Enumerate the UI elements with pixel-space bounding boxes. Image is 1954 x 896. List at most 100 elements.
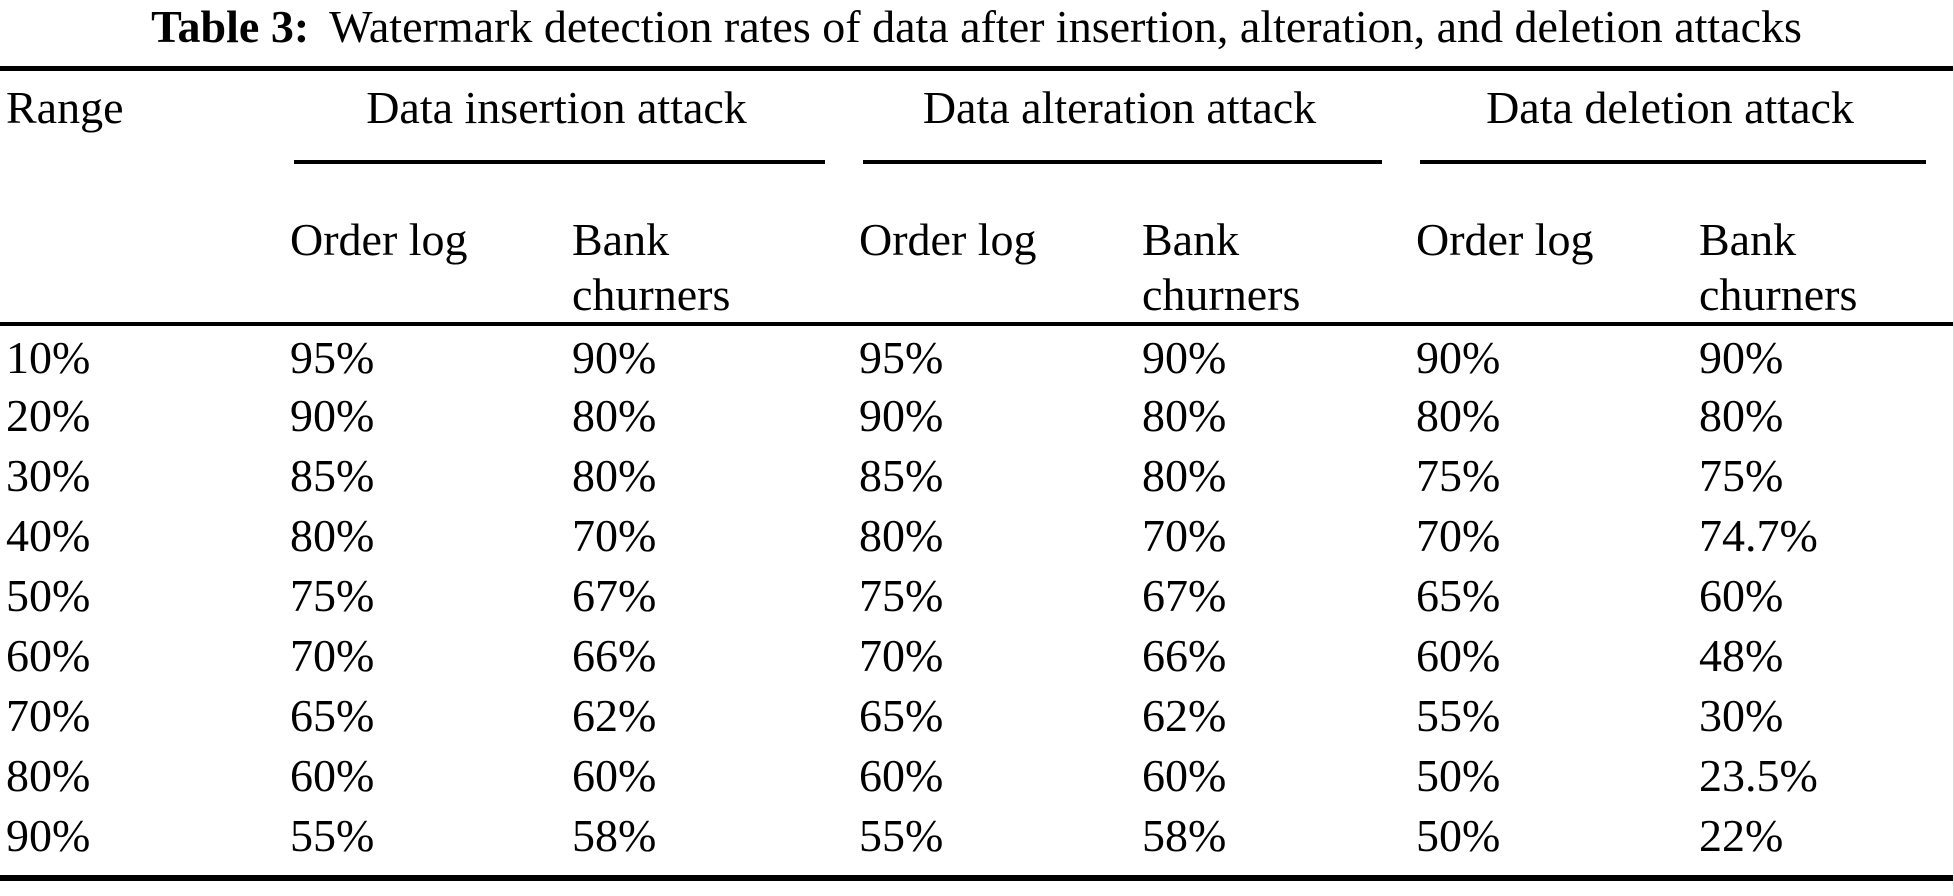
value-cell: 62% [572,689,657,741]
value-cell: 55% [1416,689,1501,741]
value-cell: 75% [1416,449,1501,501]
value-cell: 80% [1416,389,1501,441]
value-cell: 85% [290,449,375,501]
value-cell: 60% [1699,569,1784,621]
value-cell: 74.7% [1699,509,1818,561]
value-cell: 62% [1142,689,1227,741]
value-cell: 23.5% [1699,749,1818,801]
value-cell: 22% [1699,809,1784,861]
value-cell: 90% [859,389,944,441]
group-header-row: Range Data insertion attack Data alterat… [0,69,1953,164]
value-cell: 90% [1142,331,1227,383]
value-cell: 55% [290,809,375,861]
sub-header-alteration-order-log: Order log [859,213,1037,265]
value-cell: 65% [1416,569,1501,621]
sub-header-row: Order log Bank churners Order log Bank c… [0,164,1953,324]
value-cell: 58% [1142,809,1227,861]
range-cell: 20% [6,389,91,441]
table-caption: Table 3: Watermark detection rates of dat… [0,0,1953,66]
group-underline [294,159,825,164]
group-header-alteration-label: Data alteration attack [922,82,1317,133]
value-cell: 80% [1699,389,1784,441]
group-header-alteration: Data alteration attack [853,69,1410,164]
range-cell: 50% [6,569,91,621]
value-cell: 80% [859,509,944,561]
range-cell: 80% [6,749,91,801]
group-header-deletion: Data deletion attack [1410,69,1953,164]
value-cell: 80% [572,449,657,501]
table-row: 90% 55% 58% 55% 58% 50% 22% [0,804,1953,878]
value-cell: 55% [859,809,944,861]
table-row: 80% 60% 60% 60% 60% 50% 23.5% [0,744,1953,804]
value-cell: 70% [572,509,657,561]
sub-header-insertion-order-log: Order log [290,213,468,265]
group-underline [863,159,1382,164]
table-row: 60% 70% 66% 70% 66% 60% 48% [0,624,1953,684]
group-underline [1420,159,1926,164]
value-cell: 90% [290,389,375,441]
range-cell: 70% [6,689,91,741]
value-cell: 67% [572,569,657,621]
table-row: 40% 80% 70% 80% 70% 70% 74.7% [0,504,1953,564]
sub-header-label: Bank churners [572,213,731,320]
value-cell: 85% [859,449,944,501]
value-cell: 60% [572,749,657,801]
value-cell: 60% [1142,749,1227,801]
value-cell: 70% [290,629,375,681]
value-cell: 65% [290,689,375,741]
value-cell: 60% [290,749,375,801]
range-column-header: Range [6,82,124,133]
range-cell: 90% [6,809,91,861]
range-cell: 40% [6,509,91,561]
value-cell: 95% [859,331,944,383]
value-cell: 50% [1416,809,1501,861]
sub-header-deletion-bank-churners: Bank churners [1693,164,1953,324]
value-cell: 67% [1142,569,1227,621]
value-cell: 70% [1142,509,1227,561]
value-cell: 66% [572,629,657,681]
sub-header-label: Bank churners [1699,213,1858,320]
group-header-insertion: Data insertion attack [284,69,853,164]
value-cell: 65% [859,689,944,741]
value-cell: 90% [1699,331,1784,383]
value-cell: 58% [572,809,657,861]
value-cell: 75% [1699,449,1784,501]
value-cell: 50% [1416,749,1501,801]
value-cell: 70% [1416,509,1501,561]
value-cell: 75% [859,569,944,621]
value-cell: 30% [1699,689,1784,741]
value-cell: 80% [1142,389,1227,441]
value-cell: 80% [1142,449,1227,501]
watermark-detection-table: Range Data insertion attack Data alterat… [0,66,1953,881]
value-cell: 48% [1699,629,1784,681]
sub-header-deletion-order-log: Order log [1416,213,1594,265]
table-row: 30% 85% 80% 85% 80% 75% 75% [0,444,1953,504]
value-cell: 66% [1142,629,1227,681]
table-row: 20% 90% 80% 90% 80% 80% 80% [0,384,1953,444]
value-cell: 75% [290,569,375,621]
table-caption-label: Table 3: [151,1,310,52]
range-cell: 60% [6,629,91,681]
group-header-deletion-label: Data deletion attack [1486,82,1854,133]
sub-header-label: Bank churners [1142,213,1301,320]
value-cell: 90% [572,331,657,383]
sub-header-alteration-bank-churners: Bank churners [1136,164,1410,324]
value-cell: 80% [572,389,657,441]
value-cell: 70% [859,629,944,681]
table-row: 10% 95% 90% 95% 90% 90% 90% [0,324,1953,384]
value-cell: 60% [859,749,944,801]
table-header: Range Data insertion attack Data alterat… [0,69,1953,324]
range-cell: 30% [6,449,91,501]
table-caption-text: Watermark detection rates of data after … [329,1,1802,52]
table-body: 10% 95% 90% 95% 90% 90% 90% 20% 90% 80% … [0,324,1953,878]
value-cell: 90% [1416,331,1501,383]
sub-header-insertion-bank-churners: Bank churners [566,164,853,324]
group-header-insertion-label: Data insertion attack [366,82,747,133]
table-row: 50% 75% 67% 75% 67% 65% 60% [0,564,1953,624]
table-row: 70% 65% 62% 65% 62% 55% 30% [0,684,1953,744]
value-cell: 60% [1416,629,1501,681]
value-cell: 80% [290,509,375,561]
value-cell: 95% [290,331,375,383]
range-cell: 10% [6,331,91,383]
